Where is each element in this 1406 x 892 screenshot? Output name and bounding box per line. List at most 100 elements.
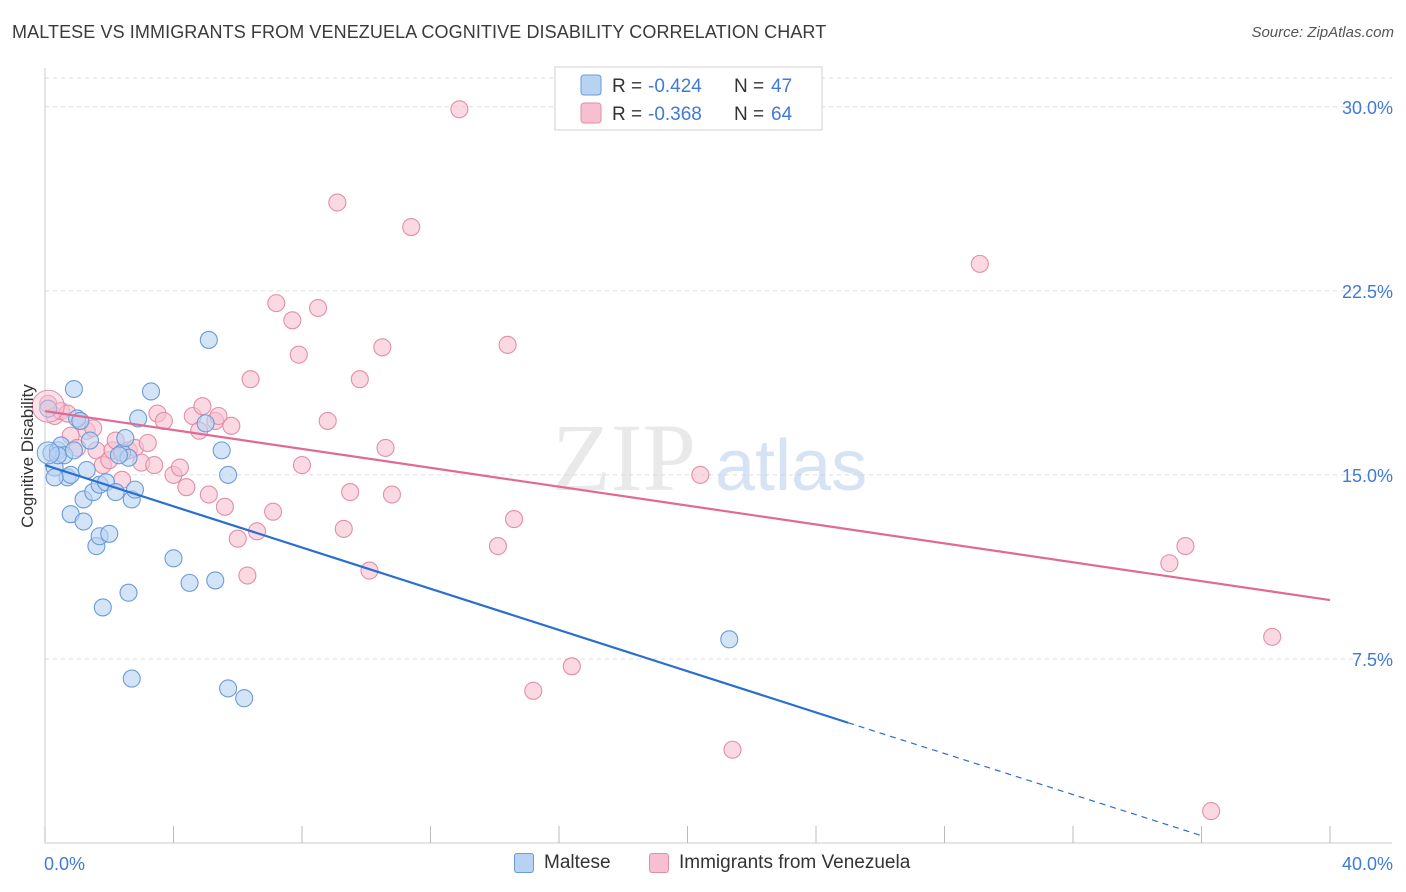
point-venezuela bbox=[193, 397, 212, 416]
point-venezuela bbox=[241, 370, 260, 389]
point-venezuela bbox=[723, 740, 742, 759]
point-venezuela-cluster bbox=[31, 389, 65, 423]
point-venezuela bbox=[264, 502, 283, 521]
point-venezuela bbox=[504, 510, 524, 529]
point-venezuela bbox=[382, 485, 402, 504]
legend-bottom: Maltese Immigrants from Venezuela bbox=[0, 852, 1406, 878]
y-tick-label: 7.5% bbox=[1352, 650, 1393, 670]
point-venezuela bbox=[222, 416, 241, 435]
point-maltese bbox=[720, 630, 739, 649]
trend-line-maltese-extension bbox=[847, 722, 1202, 837]
point-venezuela bbox=[1263, 627, 1282, 646]
point-maltese bbox=[141, 382, 161, 401]
point-venezuela bbox=[228, 529, 247, 548]
point-venezuela bbox=[170, 458, 189, 477]
x-tick-label-min: 0.0% bbox=[44, 854, 85, 874]
point-maltese bbox=[74, 512, 93, 531]
point-venezuela bbox=[334, 519, 353, 538]
point-venezuela bbox=[524, 681, 543, 700]
chart-title: MALTESE VS IMMIGRANTS FROM VENEZUELA COG… bbox=[12, 22, 827, 42]
point-maltese bbox=[109, 446, 128, 465]
point-venezuela bbox=[488, 537, 508, 556]
point-venezuela bbox=[450, 100, 469, 119]
point-venezuela bbox=[1176, 537, 1195, 556]
point-maltese bbox=[196, 414, 215, 433]
point-venezuela bbox=[1202, 802, 1221, 821]
point-maltese bbox=[219, 679, 238, 698]
point-maltese bbox=[206, 571, 225, 590]
point-venezuela bbox=[199, 485, 218, 504]
point-venezuela bbox=[373, 338, 392, 357]
point-maltese bbox=[93, 598, 112, 617]
point-maltese bbox=[125, 480, 144, 499]
point-venezuela bbox=[292, 456, 312, 475]
point-venezuela bbox=[360, 561, 379, 580]
legend-swatch-maltese-bottom bbox=[514, 853, 534, 873]
source-label: Source: ZipAtlas.com bbox=[1251, 24, 1394, 41]
point-venezuela bbox=[289, 345, 308, 364]
point-venezuela bbox=[138, 433, 157, 453]
point-maltese bbox=[129, 409, 148, 428]
legend-top: R = -0.424 N = 47 R = -0.368 N = 64 bbox=[554, 66, 823, 131]
point-venezuela bbox=[318, 411, 337, 430]
x-tick-labels: 0.0% 40.0% bbox=[44, 854, 1393, 874]
point-venezuela bbox=[238, 566, 257, 585]
point-maltese bbox=[64, 441, 83, 460]
point-maltese-cluster bbox=[36, 441, 60, 465]
point-maltese bbox=[100, 524, 119, 543]
y-axis-label: Cognitive Disability bbox=[18, 384, 37, 528]
legend-n-label-maltese: N = bbox=[734, 76, 769, 97]
legend-item-maltese[interactable]: Maltese bbox=[514, 852, 611, 874]
point-venezuela bbox=[498, 335, 517, 354]
point-venezuela bbox=[341, 483, 360, 502]
point-venezuela bbox=[283, 311, 302, 330]
legend-swatch-maltese bbox=[580, 74, 602, 96]
point-venezuela bbox=[970, 254, 989, 273]
point-venezuela bbox=[1160, 554, 1179, 573]
point-maltese bbox=[116, 429, 135, 448]
y-tick-label: 22.5% bbox=[1342, 282, 1393, 302]
legend-swatch-venezuela bbox=[580, 102, 602, 124]
legend-n-value-maltese: 47 bbox=[771, 76, 792, 97]
legend-item-venezuela[interactable]: Immigrants from Venezuela bbox=[649, 852, 910, 874]
point-maltese bbox=[164, 549, 183, 568]
point-venezuela bbox=[691, 465, 710, 484]
point-maltese bbox=[80, 431, 100, 450]
point-venezuela bbox=[376, 438, 395, 457]
watermark: ZIP atlas bbox=[552, 404, 867, 511]
point-maltese bbox=[212, 441, 231, 460]
point-maltese bbox=[64, 379, 83, 399]
y-tick-label: 15.0% bbox=[1342, 466, 1393, 486]
legend-r-value-maltese: -0.424 bbox=[648, 76, 702, 97]
x-tick-label-max: 40.0% bbox=[1342, 854, 1393, 874]
point-maltese bbox=[122, 669, 141, 688]
y-tick-label: 30.0% bbox=[1342, 98, 1393, 118]
point-venezuela bbox=[215, 497, 234, 516]
point-maltese bbox=[106, 483, 125, 502]
legend-n-label-venezuela: N = bbox=[734, 104, 769, 125]
point-maltese bbox=[45, 468, 64, 487]
watermark-atlas: atlas bbox=[715, 426, 867, 506]
legend-label-maltese: Maltese bbox=[544, 852, 611, 873]
point-venezuela bbox=[309, 298, 328, 318]
legend-swatch-venezuela-bottom bbox=[649, 853, 669, 873]
point-maltese bbox=[219, 465, 238, 484]
legend-r-label-maltese: R = bbox=[612, 76, 647, 97]
legend-label-venezuela: Immigrants from Venezuela bbox=[679, 852, 911, 873]
point-venezuela bbox=[177, 478, 196, 497]
point-maltese bbox=[199, 330, 218, 349]
point-venezuela bbox=[328, 193, 347, 212]
trend-line-venezuela bbox=[44, 410, 1331, 602]
legend-r-label-venezuela: R = bbox=[612, 104, 647, 125]
point-venezuela bbox=[350, 370, 369, 389]
point-venezuela bbox=[562, 657, 581, 676]
point-venezuela bbox=[267, 294, 286, 313]
watermark-zip: ZIP bbox=[552, 404, 696, 511]
point-maltese bbox=[235, 689, 254, 708]
data-points bbox=[31, 100, 1282, 821]
point-maltese bbox=[180, 573, 199, 592]
point-venezuela bbox=[402, 218, 421, 237]
trend-line-maltese bbox=[44, 464, 849, 724]
y-tick-labels: 7.5% 15.0% 22.5% 30.0% bbox=[1342, 98, 1393, 670]
